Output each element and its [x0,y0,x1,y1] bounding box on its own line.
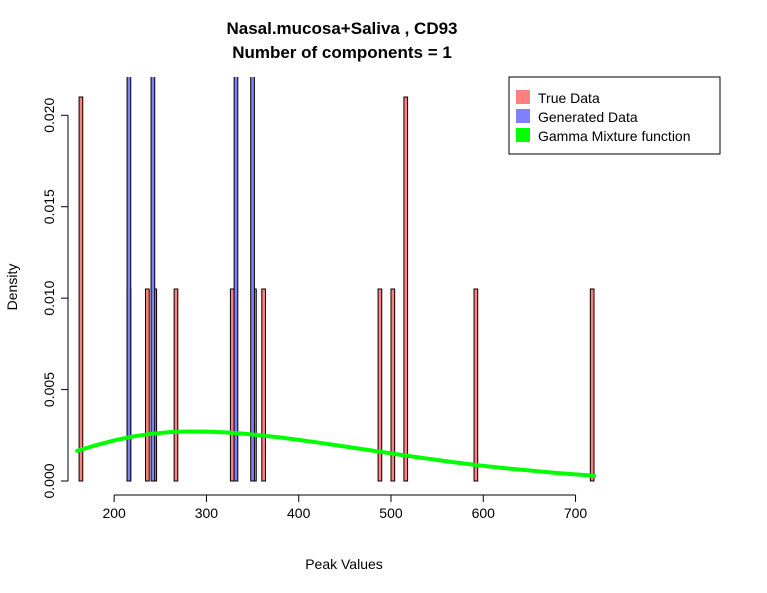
true-data-bar-12 [589,288,595,482]
true-data-bar-0 [78,96,84,482]
true-data-bar-5 [229,288,235,482]
generated-data-bar-2 [233,77,239,482]
y-axis: 0.000 0.005 0.010 0.015 0.020 [41,98,69,499]
generated-data-bar-3 [250,77,255,482]
legend: True Data Generated Data Gamma Mixture f… [508,76,721,155]
legend-swatch-generated-data [516,109,530,123]
true-data-bar-4 [173,288,179,482]
y-tick-label-0: 0.000 [41,463,57,498]
y-tick-label-4: 0.020 [41,98,57,133]
x-tick-label-0: 200 [102,505,126,521]
y-axis-label: Density [4,264,20,311]
chart-title-line-1: Nasal.mucosa+Saliva , CD93 [226,19,457,38]
legend-box [508,76,721,155]
x-tick-label-3: 500 [379,505,403,521]
chart-title-line-2: Number of components = 1 [232,43,452,62]
true-data-bar-2 [145,288,150,482]
true-data-bar-7 [261,288,266,482]
x-tick-label-5: 700 [564,505,588,521]
x-tick-label-1: 300 [195,505,219,521]
true-data-bar-9 [390,288,396,482]
true-data-bar-10 [403,96,409,482]
generated-data-bar-1 [150,77,156,482]
x-axis: 200 300 400 500 600 700 [102,494,588,521]
legend-label-gamma-mixture: Gamma Mixture function [538,128,691,144]
legend-label-true-data: True Data [538,90,600,106]
gamma-mixture-line [75,429,596,478]
generated-data-bar-0 [126,77,132,482]
x-tick-label-2: 400 [287,505,311,521]
y-tick-label-3: 0.015 [41,189,57,224]
legend-label-generated-data: Generated Data [538,109,638,125]
true-data-bar-8 [377,288,383,482]
x-tick-label-4: 600 [472,505,496,521]
y-tick-label-2: 0.010 [41,280,57,315]
y-tick-label-1: 0.005 [41,372,57,407]
x-axis-label: Peak Values [305,556,383,572]
true-data-bar-11 [473,288,479,482]
plot-area [75,77,596,482]
legend-swatch-gamma-mixture [516,128,530,142]
legend-swatch-true-data [516,90,530,104]
